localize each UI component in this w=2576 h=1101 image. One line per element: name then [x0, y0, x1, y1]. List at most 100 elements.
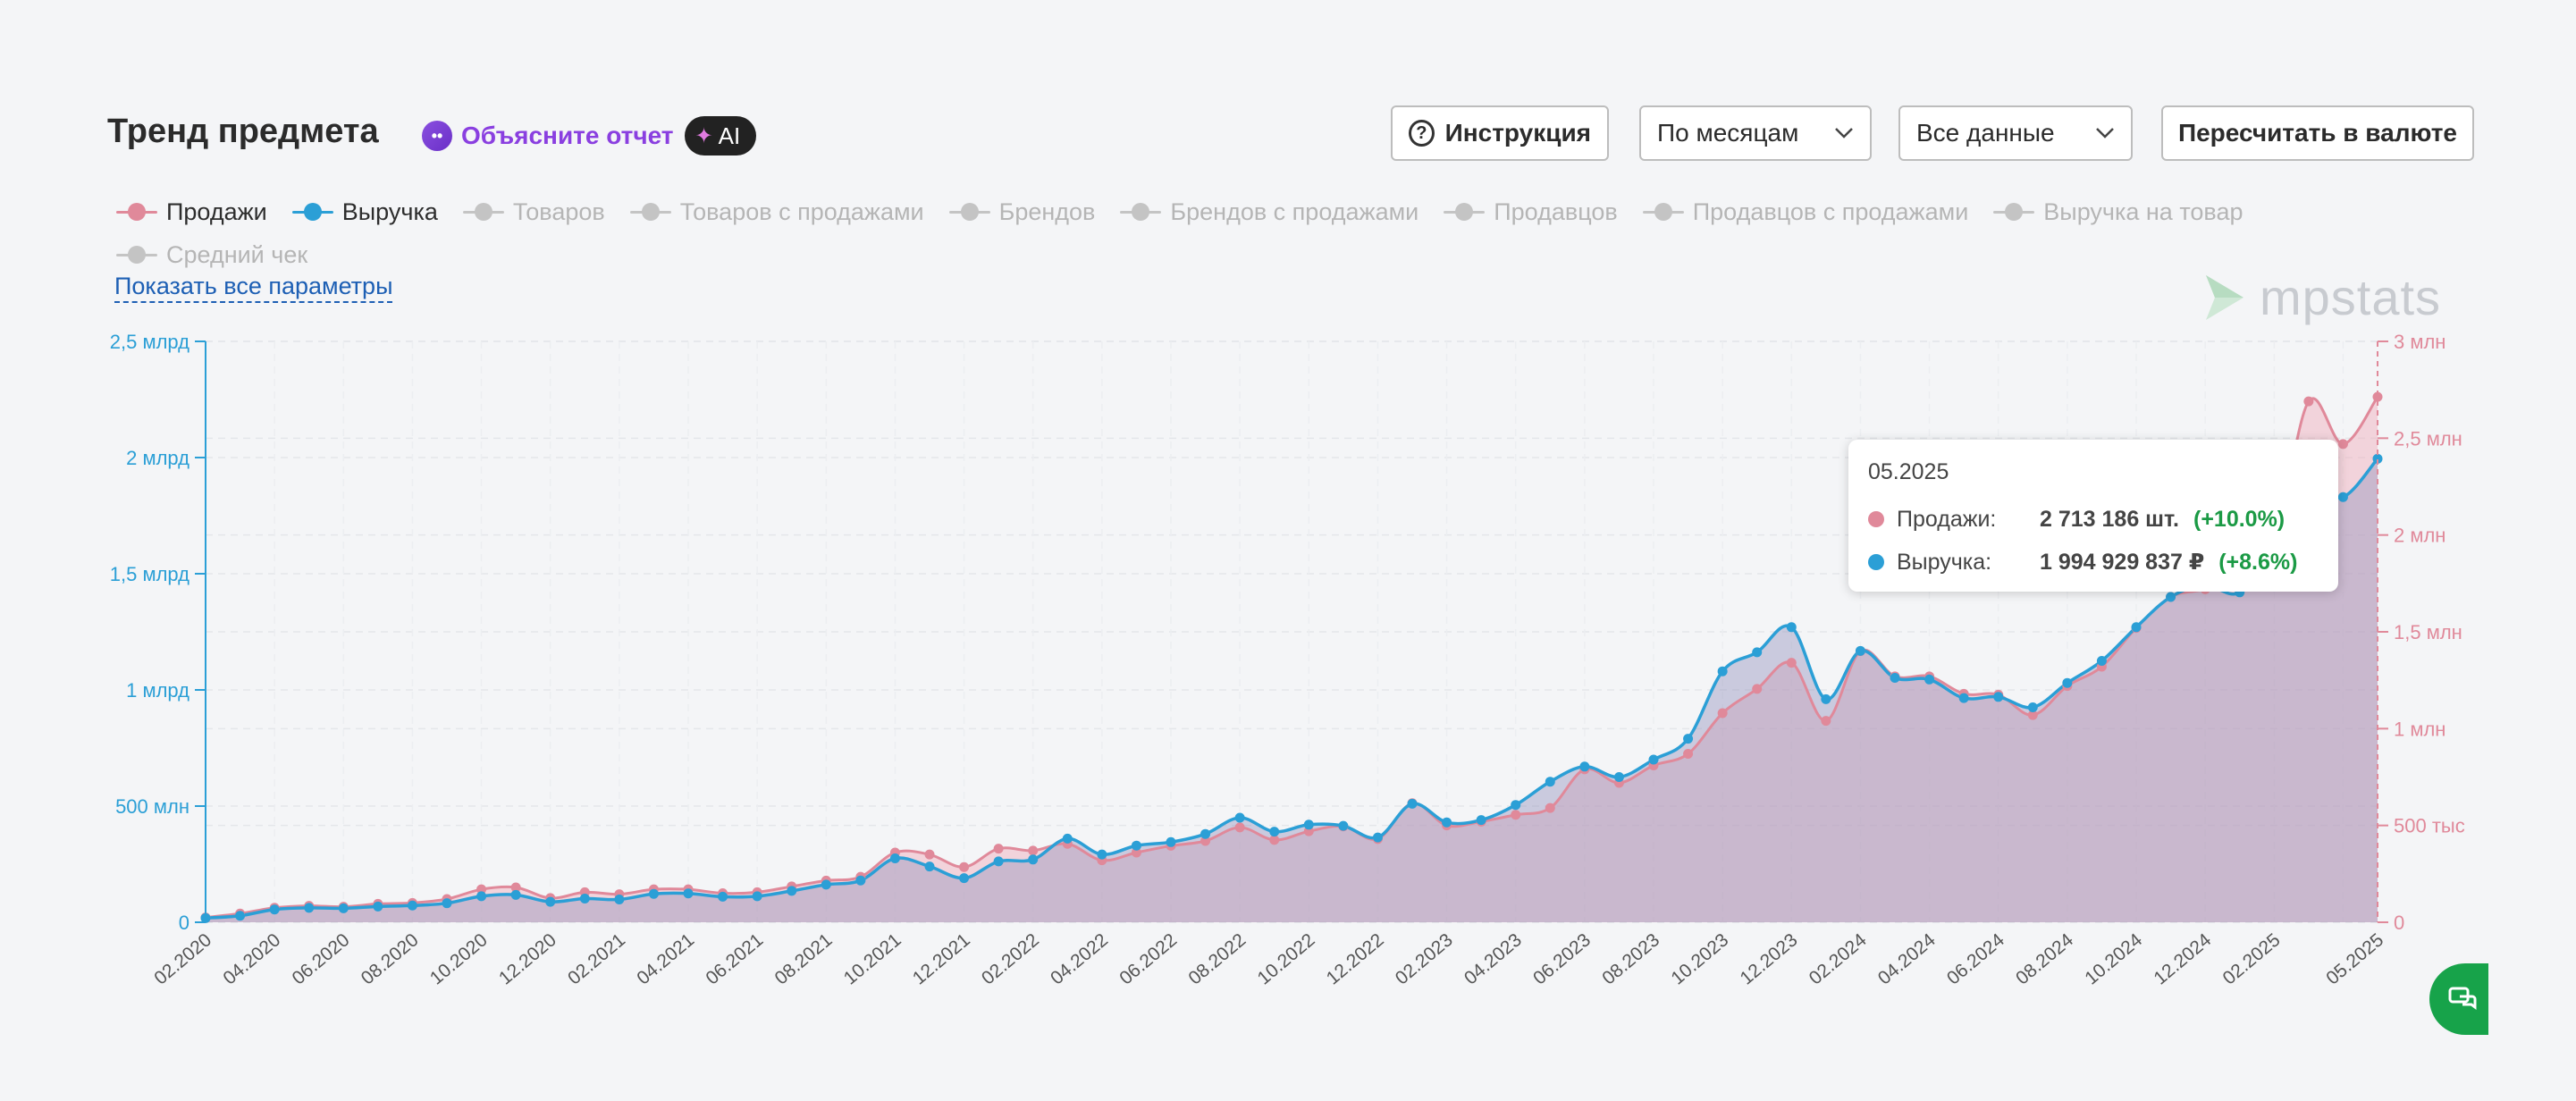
- revenue-point: [1062, 833, 1073, 844]
- ai-badge[interactable]: ✦ AI: [684, 116, 757, 155]
- x-tick-label: 05.2025: [2322, 929, 2387, 988]
- x-tick-label: 08.2022: [1184, 929, 1250, 988]
- sales-point: [2372, 391, 2383, 402]
- y-right-tick-label: 1 млн: [2394, 718, 2446, 740]
- revenue-point: [579, 893, 590, 903]
- legend-item[interactable]: Продавцов с продажами: [1642, 198, 1969, 225]
- legend-item[interactable]: Продажи: [116, 198, 267, 225]
- x-tick-label: 06.2020: [289, 929, 354, 988]
- x-tick-label: 06.2022: [1115, 929, 1181, 988]
- legend-item[interactable]: Брендов с продажами: [1120, 198, 1418, 225]
- legend-label: Выручка: [341, 198, 438, 225]
- y-right-tick-label: 0: [2394, 912, 2404, 934]
- x-tick-label: 10.2022: [1254, 929, 1319, 988]
- tooltip-row-revenue: Выручка: 1 994 929 837 ₽ (+8.6%): [1868, 541, 2319, 584]
- data-select-value: Все данные: [1916, 119, 2055, 147]
- legend-label: Брендов: [998, 198, 1096, 225]
- x-tick-label: 06.2023: [1529, 929, 1595, 988]
- explain-report-button[interactable]: •• Объясните отчет ✦ AI: [422, 116, 757, 155]
- x-tick-label: 02.2021: [564, 929, 629, 988]
- legend-item[interactable]: Товаров с продажами: [629, 198, 924, 225]
- x-tick-label: 12.2023: [1737, 929, 1802, 988]
- revenue-point: [2096, 656, 2107, 666]
- x-tick-label: 02.2022: [978, 929, 1043, 988]
- legend-item[interactable]: Выручка на товар: [1993, 198, 2243, 225]
- y-left-tick-label: 1 млрд: [126, 679, 189, 702]
- revenue-point: [1579, 761, 1590, 772]
- recalculate-currency-label: Пересчитать в валюте: [2177, 119, 2457, 147]
- x-tick-label: 10.2021: [840, 929, 905, 988]
- x-tick-label: 04.2021: [633, 929, 698, 988]
- sales-point: [1786, 658, 1797, 668]
- show-all-parameters-link[interactable]: Показать все параметры: [114, 273, 393, 303]
- chevron-down-icon: [2096, 128, 2114, 139]
- x-tick-label: 08.2024: [2012, 929, 2077, 989]
- tooltip-date: 05.2025: [1868, 459, 1949, 484]
- revenue-point: [1717, 666, 1728, 677]
- legend-item[interactable]: Средний чек: [116, 241, 2512, 268]
- legend-item[interactable]: Товаров: [462, 198, 605, 225]
- recalculate-currency-button[interactable]: Пересчитать в валюте: [2161, 105, 2474, 161]
- sales-point: [1131, 847, 1141, 858]
- sales-point: [1821, 716, 1831, 727]
- revenue-point: [718, 891, 728, 902]
- legend-item[interactable]: Продавцов: [1444, 198, 1618, 225]
- logo-text: mpstats: [2260, 269, 2442, 325]
- revenue-point: [1338, 820, 1349, 831]
- mpstats-logo-icon: [2206, 274, 2243, 320]
- revenue-point: [476, 891, 487, 902]
- sales-point: [1028, 845, 1039, 856]
- revenue-point: [235, 911, 246, 921]
- revenue-point: [1097, 849, 1107, 860]
- legend-label: Брендов с продажами: [1170, 198, 1419, 225]
- revenue-point: [373, 901, 383, 912]
- revenue-point: [993, 856, 1004, 867]
- legend-marker-icon: [462, 203, 504, 221]
- revenue-point: [2372, 453, 2383, 464]
- chat-button[interactable]: [2429, 963, 2488, 1035]
- revenue-point: [889, 853, 900, 863]
- revenue-point: [1821, 693, 1831, 704]
- tooltip-revenue-name: Выручка:: [1897, 549, 1992, 575]
- tooltip-revenue-value: 1 994 929 837 ₽: [2040, 550, 2205, 575]
- tooltip-revenue-dot: [1868, 554, 1884, 570]
- tooltip-sales-value: 2 713 186 шт.: [2040, 506, 2179, 532]
- assistant-icon: ••: [422, 121, 452, 151]
- x-tick-label: 02.2020: [150, 929, 215, 988]
- revenue-point: [545, 896, 556, 907]
- tooltip-sales-dot: [1868, 511, 1884, 527]
- ai-badge-label: AI: [718, 122, 741, 149]
- revenue-point: [1786, 622, 1797, 633]
- revenue-point: [683, 888, 694, 899]
- sales-point: [993, 844, 1004, 854]
- period-select[interactable]: По месяцам: [1639, 105, 1872, 161]
- legend-label: Продавцов с продажами: [1692, 198, 1969, 225]
- x-tick-label: 12.2021: [909, 929, 974, 988]
- revenue-point: [1372, 832, 1383, 843]
- revenue-point: [1166, 836, 1176, 847]
- sales-point: [1683, 749, 1694, 759]
- legend-marker-icon: [291, 203, 333, 221]
- x-tick-label: 12.2020: [495, 929, 560, 988]
- x-tick-label: 04.2022: [1047, 929, 1112, 988]
- legend-marker-icon: [1444, 203, 1486, 221]
- x-tick-label: 08.2021: [771, 929, 837, 988]
- legend-item[interactable]: Брендов: [948, 198, 1096, 225]
- legend-item[interactable]: Выручка: [291, 198, 438, 225]
- x-tick-label: 12.2024: [2150, 929, 2215, 989]
- y-left-tick-label: 2 млрд: [126, 447, 189, 469]
- sales-point: [1717, 708, 1728, 719]
- revenue-point: [1442, 817, 1452, 828]
- x-tick-label: 10.2023: [1667, 929, 1732, 988]
- instruction-button[interactable]: ? Инструкция: [1391, 105, 1609, 161]
- sales-point: [2027, 710, 2038, 720]
- data-select[interactable]: Все данные: [1898, 105, 2133, 161]
- revenue-point: [648, 888, 659, 899]
- x-tick-label: 02.2023: [1392, 929, 1457, 988]
- x-tick-label: 12.2022: [1323, 929, 1388, 988]
- period-select-value: По месяцам: [1657, 119, 1799, 147]
- revenue-point: [1613, 772, 1624, 782]
- x-tick-label: 04.2020: [219, 929, 284, 988]
- revenue-point: [442, 898, 452, 909]
